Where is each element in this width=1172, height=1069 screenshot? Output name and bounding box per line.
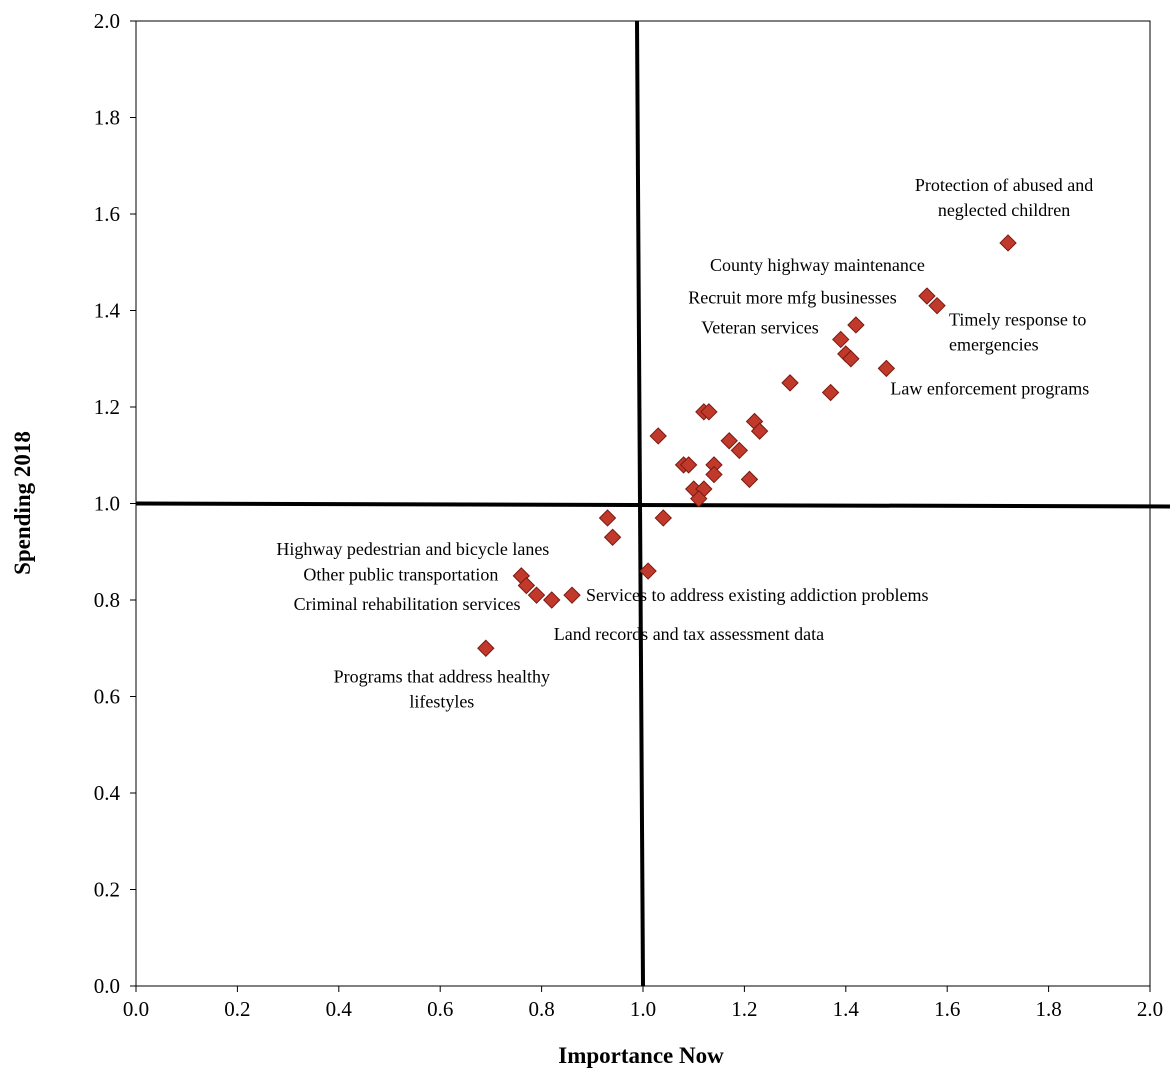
- y-tick-label: 1.2: [94, 395, 120, 419]
- x-axis-title: Importance Now: [558, 1043, 724, 1068]
- data-point: [821, 383, 840, 402]
- point-annotation: Land records and tax assessment data: [554, 624, 824, 644]
- quadrant-lines: [135, 20, 1171, 987]
- y-tick-label: 1.8: [94, 106, 120, 130]
- data-point: [563, 586, 581, 604]
- x-axis: 0.0 0.2 0.4 0.6 0.8 1.0 1.2 1.4 1.6 1.8 2.0: [123, 986, 1163, 1021]
- x-tick-label: 1.4: [833, 997, 860, 1021]
- y-tick-label: 0.6: [94, 685, 120, 709]
- x-tick-label: 2.0: [1137, 997, 1163, 1021]
- y-tick-label: 1.6: [94, 202, 120, 226]
- x-tick-label: 0.6: [427, 997, 453, 1021]
- data-point: [740, 470, 759, 489]
- x-tick-label: 0.0: [123, 997, 149, 1021]
- data-point: [700, 403, 718, 421]
- y-axis-title: Spending 2018: [10, 431, 35, 575]
- point-annotation: Services to address existing addiction p…: [586, 585, 928, 605]
- data-point: [928, 296, 946, 315]
- data-point: [705, 465, 723, 484]
- data-point: [517, 576, 536, 595]
- data-point: [477, 639, 495, 657]
- data-point: [842, 350, 860, 368]
- x-tick-label: 0.8: [528, 997, 554, 1021]
- point-annotation: Criminal rehabilitation services: [294, 594, 521, 614]
- annotations: Protection of abused and neglected childr…: [276, 175, 1093, 711]
- point-annotation: neglected children: [938, 200, 1070, 220]
- point-annotation: Timely response to: [949, 310, 1086, 330]
- y-tick-label: 2.0: [94, 9, 120, 33]
- point-annotation: emergencies: [949, 335, 1039, 355]
- data-point: [832, 330, 850, 349]
- point-annotation: Veteran services: [701, 317, 818, 337]
- data-point: [781, 374, 799, 392]
- y-axis: 0.0 0.2 0.4 0.6 0.8 1.0 1.2 1.4 1.6 1.8 2.0: [94, 9, 136, 998]
- data-point: [720, 432, 738, 450]
- data-point: [527, 586, 546, 604]
- x-tick-label: 1.8: [1035, 997, 1061, 1021]
- data-point: [750, 422, 769, 440]
- point-annotation: Recruit more mfg businesses: [688, 287, 896, 307]
- data-point: [730, 441, 749, 460]
- point-annotation: Programs that address healthy: [334, 666, 550, 686]
- y-tick-label: 0.4: [94, 781, 121, 805]
- point-annotation: Protection of abused and: [915, 175, 1093, 195]
- data-point: [847, 316, 865, 334]
- data-point: [649, 427, 667, 445]
- data-point: [654, 509, 672, 527]
- data-point: [999, 234, 1017, 252]
- data-point: [598, 509, 617, 527]
- data-point: [639, 562, 657, 580]
- data-points: [477, 234, 1017, 657]
- x-tick-label: 1.6: [934, 997, 960, 1021]
- horizontal-quadrant-line: [135, 501, 1171, 509]
- x-tick-label: 1.2: [731, 997, 757, 1021]
- data-point: [603, 528, 622, 546]
- data-point: [543, 591, 561, 609]
- point-annotation: Highway pedestrian and bicycle lanes: [276, 539, 549, 559]
- point-annotation: County highway maintenance: [710, 255, 925, 275]
- x-tick-label: 1.0: [630, 997, 656, 1021]
- y-tick-label: 1.0: [94, 492, 120, 516]
- data-point: [690, 489, 708, 508]
- point-annotation: Other public transportation: [303, 565, 498, 585]
- data-point: [679, 456, 698, 474]
- x-tick-label: 0.4: [326, 997, 353, 1021]
- point-annotation: lifestyles: [409, 691, 474, 711]
- y-tick-label: 0.0: [94, 974, 120, 998]
- data-point: [877, 359, 896, 378]
- y-tick-label: 1.4: [94, 299, 121, 323]
- x-tick-label: 0.2: [224, 997, 250, 1021]
- point-annotation: Law enforcement programs: [890, 378, 1089, 398]
- data-point: [918, 287, 936, 305]
- y-tick-label: 0.8: [94, 588, 120, 612]
- y-tick-label: 0.2: [94, 878, 120, 902]
